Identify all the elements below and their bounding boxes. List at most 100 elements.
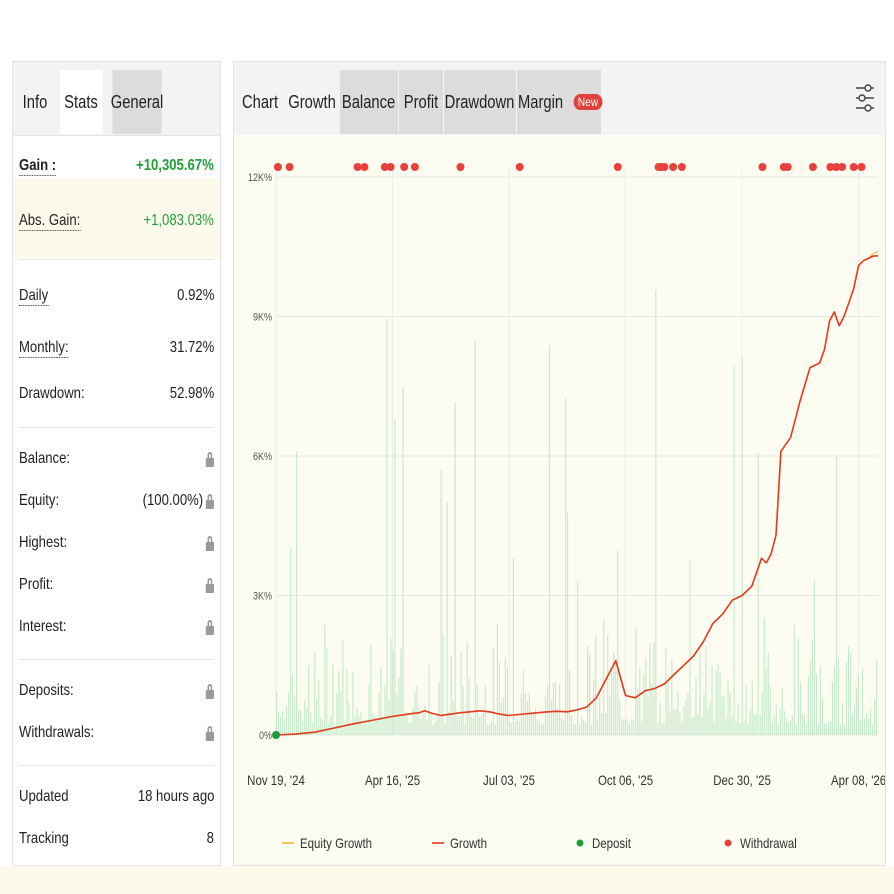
volume-bar xyxy=(717,663,719,735)
volume-bar xyxy=(438,681,440,735)
stat-abs-gain-label[interactable]: Abs. Gain: xyxy=(19,211,81,231)
volume-bar xyxy=(691,718,693,735)
volume-bar xyxy=(595,635,597,735)
volume-bar xyxy=(643,674,645,735)
withdrawal-marker xyxy=(380,163,389,171)
stat-equity: Equity: (100.00%) xyxy=(19,489,214,513)
stat-monthly-label[interactable]: Monthly: xyxy=(19,338,69,358)
volume-bar xyxy=(454,402,456,735)
volume-bar xyxy=(444,722,446,735)
volume-bar xyxy=(791,714,793,735)
stat-profit-label: Profit: xyxy=(19,576,54,593)
stat-drawdown-label: Drawdown: xyxy=(19,385,85,402)
volume-bar xyxy=(833,666,836,735)
stat-highest-label: Highest: xyxy=(19,534,68,551)
volume-bar xyxy=(631,718,633,735)
stat-monthly-value: 31.72% xyxy=(169,339,214,356)
volume-bar xyxy=(687,693,689,735)
volume-bar xyxy=(434,722,436,735)
chart-tabbar: Chart Growth Balance Profit Drawdown Mar… xyxy=(234,62,885,135)
stat-highest: Highest: xyxy=(19,531,214,555)
volume-bar xyxy=(627,720,629,735)
volume-bar xyxy=(829,721,832,735)
volume-bar xyxy=(462,686,464,735)
y-tick-label: 3K% xyxy=(253,591,272,603)
tab-info[interactable]: Info xyxy=(19,70,52,134)
volume-bar xyxy=(300,710,302,735)
volume-bar xyxy=(566,512,569,735)
tab-balance-label: Balance xyxy=(342,91,396,112)
stat-withdrawals-label: Withdrawals: xyxy=(19,724,95,741)
volume-bar xyxy=(777,724,779,735)
volume-bar xyxy=(570,715,573,735)
withdrawal-marker xyxy=(669,163,678,171)
volume-bar xyxy=(703,694,705,735)
volume-bar xyxy=(552,683,555,735)
volume-bar xyxy=(593,679,595,735)
volume-bar xyxy=(705,646,707,735)
tab-general[interactable]: General xyxy=(110,70,164,134)
tab-balance[interactable]: Balance xyxy=(340,70,398,134)
volume-bar xyxy=(512,558,514,735)
volume-bar xyxy=(873,698,876,735)
volume-bar xyxy=(474,340,476,735)
volume-bar xyxy=(306,707,308,735)
volume-bar xyxy=(645,657,647,735)
volume-bar xyxy=(276,691,278,735)
volume-bar xyxy=(332,664,334,735)
volume-bar xyxy=(655,289,657,735)
volume-bar xyxy=(783,710,785,735)
volume-bar xyxy=(759,714,761,735)
volume-bar xyxy=(550,699,553,735)
volume-bar xyxy=(340,691,342,735)
volume-bar xyxy=(436,713,438,735)
volume-bar xyxy=(532,713,535,735)
volume-bar xyxy=(534,708,537,735)
volume-bar xyxy=(857,675,860,735)
withdrawal-marker xyxy=(360,163,369,171)
tab-profit[interactable]: Profit xyxy=(399,70,443,134)
withdrawal-marker xyxy=(660,163,669,171)
stat-daily: Daily 0.92% xyxy=(19,284,214,308)
stat-gain-label[interactable]: Gain : xyxy=(19,156,57,176)
legend-dot-swatch xyxy=(576,839,584,847)
tab-drawdown[interactable]: Drawdown xyxy=(444,70,516,134)
volume-bar xyxy=(737,704,739,735)
tab-chart[interactable]: Chart xyxy=(236,70,284,134)
volume-bar xyxy=(789,720,791,735)
volume-bar xyxy=(753,714,755,735)
volume-bar xyxy=(825,724,828,735)
volume-bar xyxy=(290,548,292,735)
volume-bar xyxy=(745,684,747,735)
volume-bar xyxy=(803,714,805,735)
volume-bar xyxy=(522,669,525,735)
volume-bar xyxy=(310,712,312,735)
withdrawal-marker xyxy=(456,163,465,171)
volume-bar xyxy=(837,658,840,735)
volume-bar xyxy=(560,718,563,735)
withdrawal-marker xyxy=(857,163,866,171)
volume-bar xyxy=(847,646,850,735)
volume-bar xyxy=(817,724,819,735)
volume-bar xyxy=(855,687,858,735)
volume-bar xyxy=(721,696,723,735)
stat-daily-label[interactable]: Daily xyxy=(19,286,49,306)
volume-bar xyxy=(324,625,326,735)
volume-bar xyxy=(663,723,665,735)
sliders-icon[interactable] xyxy=(853,78,877,118)
tab-general-label: General xyxy=(110,91,164,112)
volume-bar xyxy=(769,686,771,735)
volume-bar xyxy=(693,717,695,735)
tab-growth[interactable]: Growth xyxy=(284,70,340,134)
tab-margin[interactable]: Margin New xyxy=(517,70,602,134)
legend-dot-swatch xyxy=(724,839,732,847)
volume-bar xyxy=(779,708,781,735)
volume-bar xyxy=(348,702,350,735)
volume-bar xyxy=(424,704,426,735)
tab-stats[interactable]: Stats xyxy=(59,70,103,134)
volume-bar xyxy=(689,560,691,735)
stat-withdrawals: Withdrawals: xyxy=(19,721,214,745)
growth-line xyxy=(275,255,879,736)
lock-icon xyxy=(205,578,214,593)
volume-bar xyxy=(813,580,815,735)
